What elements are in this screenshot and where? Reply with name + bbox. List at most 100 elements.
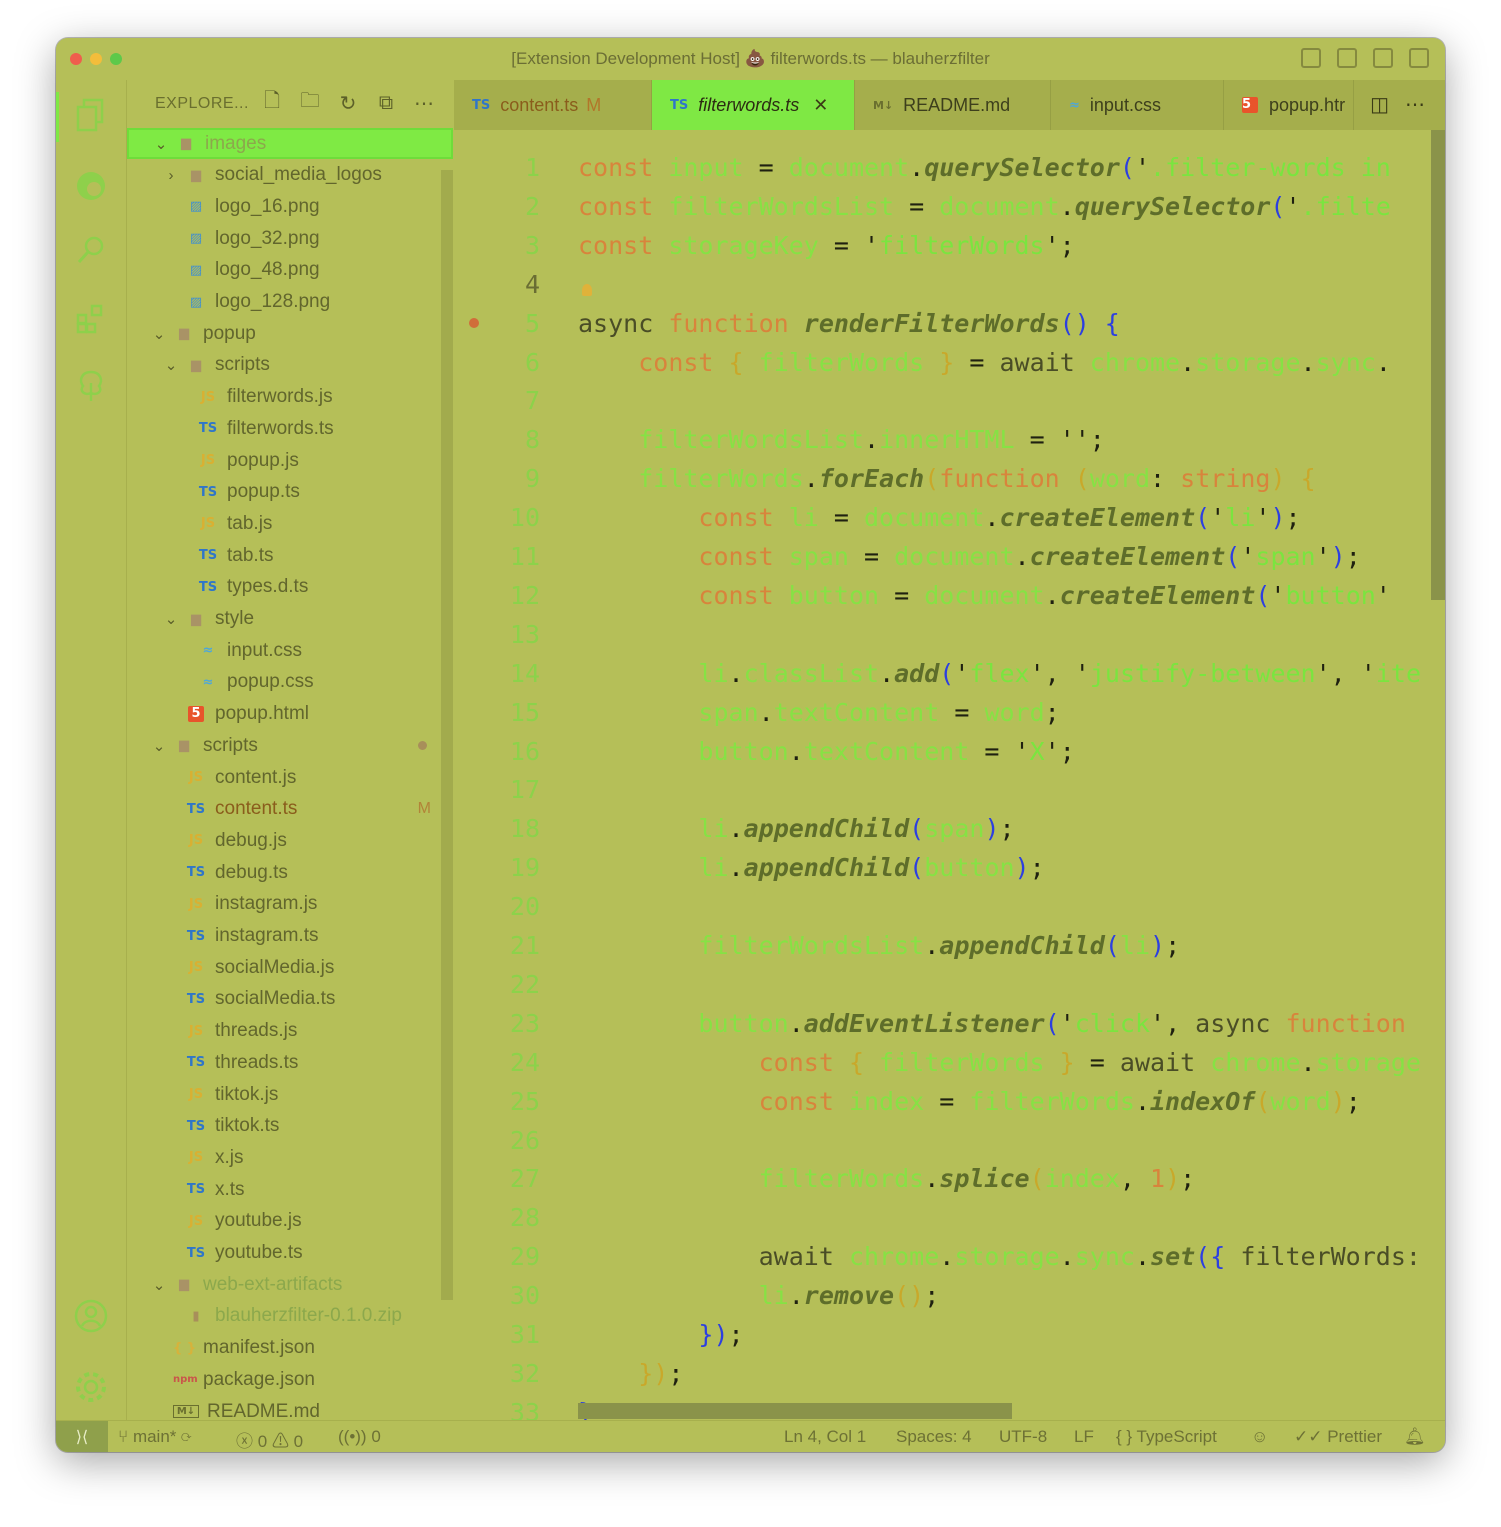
line-number[interactable]: 16 <box>509 736 540 766</box>
line-number[interactable]: 26 <box>509 1125 540 1155</box>
tree-folder[interactable]: ⌄ ▆ scripts <box>127 730 453 761</box>
tree-file[interactable]: TS tab.ts <box>127 540 453 571</box>
line-number[interactable]: 5 <box>524 308 540 338</box>
explorer-icon[interactable] <box>73 97 109 133</box>
explorer-scrollbar[interactable] <box>441 170 453 1300</box>
code-line[interactable]: const input = document.querySelector('.f… <box>578 148 1391 187</box>
maximize-window-button[interactable] <box>110 53 122 65</box>
tree-folder[interactable]: ⌄ ▆ images <box>127 128 453 159</box>
line-number[interactable]: 10 <box>509 503 540 533</box>
tree-file[interactable]: JS popup.js <box>127 445 453 476</box>
line-number[interactable]: 23 <box>509 1008 540 1038</box>
code-line[interactable]: const span = document.createElement('spa… <box>578 537 1360 576</box>
toggle-panel-icon[interactable] <box>1337 48 1357 68</box>
code-line[interactable]: filterWordsList.innerHTML = ''; <box>578 420 1105 459</box>
minimize-window-button[interactable] <box>90 53 102 65</box>
tree-file[interactable]: TS tiktok.ts <box>127 1111 453 1142</box>
tab-content-ts[interactable]: TS content.ts M <box>454 80 652 130</box>
tree-file[interactable]: { } manifest.json <box>127 1333 453 1364</box>
tab-filterwords-ts[interactable]: TS filterwords.ts ✕ <box>652 80 855 130</box>
line-number[interactable]: 12 <box>509 580 540 610</box>
tree-file[interactable]: JS instagram.js <box>127 889 453 920</box>
line-number[interactable]: 22 <box>509 969 540 999</box>
code-line[interactable]: const storageKey = 'filterWords'; <box>578 226 1075 265</box>
code-line[interactable]: filterWords.forEach(function (word: stri… <box>578 459 1315 498</box>
tree-folder[interactable]: › ▆ social_media_logos <box>127 160 453 191</box>
tree-file[interactable]: ≈ input.css <box>127 635 453 666</box>
line-number[interactable]: 1 <box>524 153 540 182</box>
line-number[interactable]: 20 <box>509 892 540 922</box>
language-status[interactable]: { } TypeScript <box>1116 1427 1217 1446</box>
tree-file[interactable]: JS filterwords.js <box>127 382 453 413</box>
tree-folder[interactable]: ⌄ ▆ scripts <box>127 350 453 381</box>
line-number[interactable]: 28 <box>509 1203 540 1233</box>
line-number[interactable]: 24 <box>509 1047 540 1077</box>
line-number[interactable]: 21 <box>509 931 540 960</box>
new-file-icon[interactable]: 🗋 <box>263 90 281 112</box>
code-line[interactable]: button.textContent = 'X'; <box>578 732 1074 771</box>
tree-file[interactable]: TS content.ts M <box>127 794 453 825</box>
breakpoint-dot[interactable] <box>469 317 479 328</box>
tree-file[interactable]: TS socialMedia.ts <box>127 984 453 1015</box>
collapse-all-icon[interactable]: ⧉ <box>378 91 394 114</box>
account-icon[interactable] <box>73 1298 109 1334</box>
tree-folder[interactable]: ⌄ ▆ style <box>127 604 453 635</box>
line-number[interactable]: 30 <box>509 1281 540 1311</box>
tree-file[interactable]: 5 popup.html <box>127 699 453 730</box>
tree-file[interactable]: M↓ README.md <box>127 1396 453 1427</box>
tree-file[interactable]: TS popup.ts <box>127 477 453 508</box>
remote-indicator-icon[interactable]: ⟩⟨ <box>56 1421 108 1452</box>
code-line[interactable]: await chrome.storage.sync.set({ filterWo… <box>578 1237 1421 1276</box>
eol-status[interactable]: LF <box>1074 1427 1094 1446</box>
new-folder-icon[interactable]: 🗀 <box>300 90 320 112</box>
line-number[interactable]: 9 <box>524 464 540 494</box>
notifications-bell-icon[interactable]: 🔔︎ <box>1404 1427 1426 1446</box>
tree-folder[interactable]: ⌄ ▆ web-ext-artifacts <box>127 1269 453 1300</box>
tab-input-css[interactable]: ≈ input.css <box>1051 80 1224 130</box>
problems-status[interactable]: ⓧ 0 ⚠ 0 <box>236 1432 304 1451</box>
settings-gear-icon[interactable] <box>73 1369 109 1405</box>
line-number[interactable]: 27 <box>509 1164 540 1194</box>
code-line[interactable]: const { filterWords } = await chrome.sto… <box>578 343 1391 382</box>
line-number[interactable]: 3 <box>524 230 540 260</box>
code-line[interactable]: const { filterWords } = await chrome.sto… <box>578 1043 1421 1082</box>
tree-file[interactable]: JS content.js <box>127 762 453 793</box>
more-icon[interactable]: ⋯ <box>414 92 434 115</box>
code-line[interactable]: button.addEventListener('click', async f… <box>578 1004 1405 1043</box>
tree-file[interactable]: ▨ logo_128.png <box>127 287 453 318</box>
code-editor[interactable]: 1 2 3 4 5 6 7 8 9 10 11 12 13 14 15 16 17 18 19 20 21 22 23 24 2… <box>454 130 1445 1420</box>
encoding-status[interactable]: UTF-8 <box>999 1427 1048 1446</box>
tree-icon[interactable] <box>73 368 109 404</box>
tree-file[interactable]: ▨ logo_16.png <box>127 191 453 222</box>
toggle-primary-sidebar-icon[interactable] <box>1301 48 1321 68</box>
line-number[interactable]: 18 <box>509 814 540 844</box>
code-line[interactable]: }); <box>578 1315 743 1354</box>
tab-popup-html[interactable]: 5 popup.htr <box>1224 80 1354 130</box>
tree-file[interactable]: JS youtube.js <box>127 1206 453 1237</box>
line-number[interactable]: 4 <box>524 269 540 299</box>
copilot-icon[interactable]: ☺ <box>1251 1427 1269 1446</box>
line-number[interactable]: 2 <box>524 191 540 221</box>
code-line[interactable]: const filterWordsList = document.querySe… <box>578 187 1391 226</box>
line-number[interactable]: 31 <box>509 1320 540 1349</box>
customize-layout-icon[interactable] <box>1409 48 1429 68</box>
code-line[interactable]: const button = document.createElement('b… <box>578 576 1390 615</box>
tree-file[interactable]: JS debug.js <box>127 825 453 856</box>
tree-file[interactable]: npm package.json <box>127 1364 453 1395</box>
line-number[interactable]: 7 <box>524 386 540 416</box>
code-line[interactable]: li.appendChild(button); <box>578 848 1044 887</box>
tree-file[interactable]: JS tab.js <box>127 508 453 539</box>
code-line[interactable]: span.textContent = word; <box>578 693 1059 732</box>
line-number[interactable]: 14 <box>509 658 540 688</box>
branch-status[interactable]: ⑂ main* ⟳ <box>118 1427 192 1446</box>
tree-file[interactable]: ≈ popup.css <box>127 667 453 698</box>
close-window-button[interactable] <box>70 53 82 65</box>
refresh-icon[interactable]: ↻ <box>339 92 357 115</box>
code-line[interactable]: async function renderFilterWords() { <box>578 304 1120 343</box>
tree-file[interactable]: JS threads.js <box>127 1016 453 1047</box>
tree-file[interactable]: TS filterwords.ts <box>127 413 453 444</box>
line-number[interactable]: 11 <box>509 542 540 571</box>
editor-horizontal-scrollbar[interactable] <box>578 1403 1012 1419</box>
code-line[interactable]: li.remove(); <box>578 1276 940 1315</box>
tree-file[interactable]: TS types.d.ts <box>127 572 453 603</box>
